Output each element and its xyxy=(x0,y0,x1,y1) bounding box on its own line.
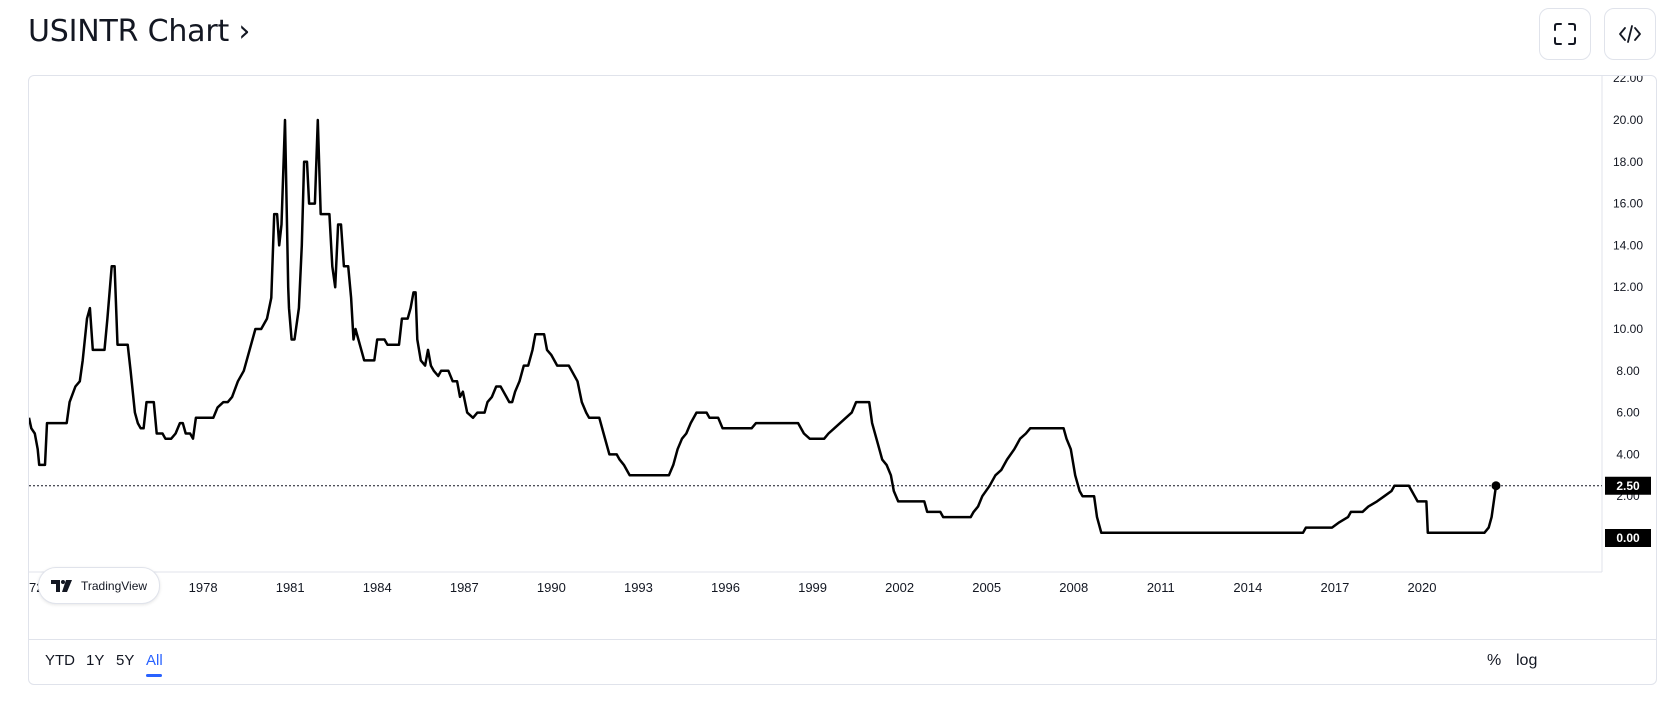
y-tick-label: 14.00 xyxy=(1613,238,1643,252)
last-price-label-box xyxy=(1605,476,1651,495)
embed-code-button[interactable] xyxy=(1604,8,1656,60)
y-tick-label: 8.00 xyxy=(1616,364,1640,378)
chart-plot[interactable]: 22.00 20.00 18.00 16.00 14.00 12.00 10.00 8.00 6… xyxy=(29,76,1656,639)
embed-code-icon xyxy=(1619,25,1641,43)
x-tick-label: 1984 xyxy=(363,580,392,595)
x-tick-label: 2017 xyxy=(1320,580,1349,595)
log-scale-toggle[interactable]: log xyxy=(1516,652,1538,669)
range-5y-button[interactable]: 5Y xyxy=(116,652,135,669)
range-ytd-button[interactable]: YTD xyxy=(45,652,75,669)
y-tick-label: 10.00 xyxy=(1613,322,1643,336)
x-tick-label: 1981 xyxy=(276,580,305,595)
chevron-right-icon[interactable]: › xyxy=(238,14,251,49)
x-tick-label: 1987 xyxy=(450,580,479,595)
fullscreen-icon xyxy=(1554,23,1576,45)
x-tick-label: 1990 xyxy=(537,580,566,595)
last-price-label: 2.50 xyxy=(1616,479,1640,493)
x-tick-label: 2005 xyxy=(972,580,1001,595)
percent-scale-toggle[interactable]: % xyxy=(1487,652,1502,669)
tradingview-logo-icon xyxy=(51,579,72,592)
x-tick-label: 1996 xyxy=(711,580,740,595)
y-tick-label: 22.00 xyxy=(1613,76,1643,85)
range-1y-button[interactable]: 1Y xyxy=(86,652,105,669)
last-value-marker xyxy=(1491,481,1501,491)
x-tick-label: 1999 xyxy=(798,580,827,595)
x-tick-label: 2020 xyxy=(1408,580,1437,595)
active-range-indicator xyxy=(146,674,162,677)
date-range-bar: YTD 1Y 5Y All % log xyxy=(29,639,1656,685)
y-tick-label: 20.00 xyxy=(1613,113,1643,127)
y-tick-label: 12.00 xyxy=(1613,280,1643,294)
chart-widget: 22.00 20.00 18.00 16.00 14.00 12.00 10.00 8.00 6… xyxy=(28,75,1657,685)
tradingview-label: TradingView xyxy=(81,578,148,593)
fullscreen-button[interactable] xyxy=(1539,8,1591,60)
series-line[interactable] xyxy=(29,118,1498,535)
y-tick-label: 18.00 xyxy=(1613,155,1643,169)
y-tick-label: 6.00 xyxy=(1616,406,1640,420)
x-tick-label: 2011 xyxy=(1147,580,1175,595)
x-tick-label: 1993 xyxy=(624,580,653,595)
chart-title-text[interactable]: USINTR Chart xyxy=(28,14,230,49)
x-tick-label: 2008 xyxy=(1059,580,1088,595)
zero-value-label: 0.00 xyxy=(1616,531,1640,545)
x-tick-label: 1978 xyxy=(189,580,218,595)
tradingview-logo-badge[interactable]: TradingView xyxy=(38,567,161,604)
y-tick-label: 16.00 xyxy=(1613,197,1643,211)
chart-title[interactable]: USINTR Chart › xyxy=(28,14,250,49)
x-tick-label: 2014 xyxy=(1233,580,1262,595)
zero-value-label-box xyxy=(1605,529,1651,547)
x-tick-label: 2002 xyxy=(885,580,914,595)
range-all-button[interactable]: All xyxy=(146,652,163,669)
y-tick-label: 4.00 xyxy=(1616,447,1640,461)
